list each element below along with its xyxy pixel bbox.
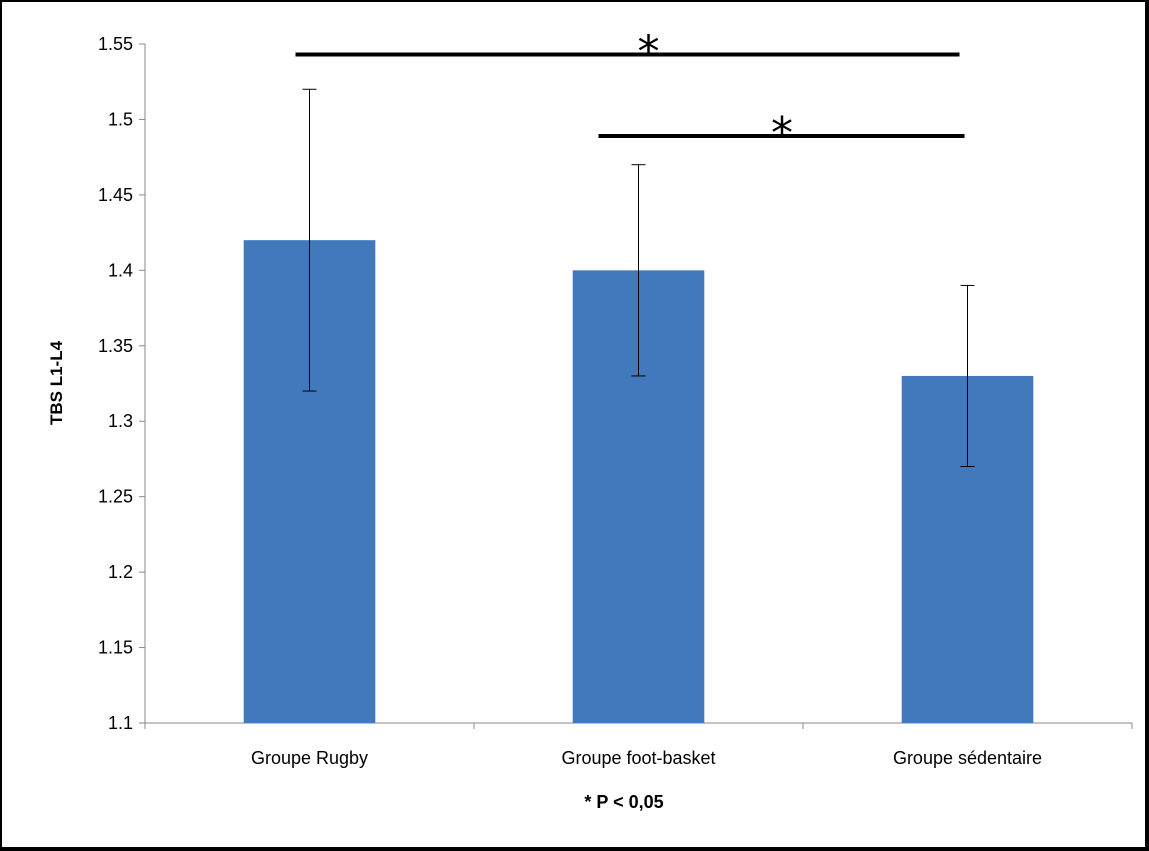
y-tick-label: 1.15 bbox=[98, 638, 133, 658]
y-tick-label: 1.35 bbox=[98, 336, 133, 356]
x-tick-label: Groupe Rugby bbox=[251, 748, 368, 768]
x-tick-label: Groupe sédentaire bbox=[893, 748, 1042, 768]
significance-star: * bbox=[638, 27, 660, 78]
significance-star: * bbox=[771, 108, 793, 159]
y-tick-label: 1.4 bbox=[108, 260, 133, 280]
y-tick-label: 1.25 bbox=[98, 487, 133, 507]
x-tick-label: Groupe foot-basket bbox=[561, 748, 715, 768]
y-tick-label: 1.55 bbox=[98, 34, 133, 54]
significance-note: * P < 0,05 bbox=[584, 792, 663, 812]
y-tick-label: 1.2 bbox=[108, 562, 133, 582]
y-tick-label: 1.1 bbox=[108, 713, 133, 733]
error-bars bbox=[302, 88, 975, 467]
y-axis-title: TBS L1-L4 bbox=[47, 340, 66, 425]
y-axis: 1.55 1.5 1.45 1.4 1.35 1.3 1.25 1.2 1.15 1.1 bbox=[98, 34, 146, 733]
y-tick-label: 1.45 bbox=[98, 185, 133, 205]
x-axis: Groupe Rugby Groupe foot-basket Groupe séd… bbox=[144, 722, 1133, 768]
y-tick-label: 1.3 bbox=[108, 411, 133, 431]
significance-annotations: ** bbox=[295, 27, 965, 159]
y-tick-label: 1.5 bbox=[108, 109, 133, 129]
